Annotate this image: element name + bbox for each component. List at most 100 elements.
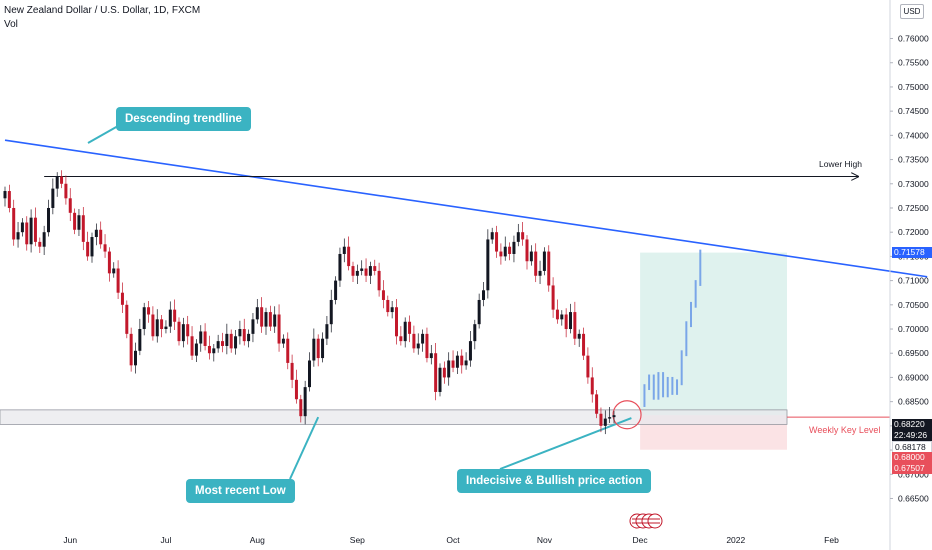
candle[interactable] xyxy=(125,300,129,339)
candle[interactable] xyxy=(416,333,420,355)
candle[interactable] xyxy=(103,234,107,258)
candle[interactable] xyxy=(134,342,137,374)
candle[interactable] xyxy=(16,222,20,248)
candle[interactable] xyxy=(151,306,155,341)
candle[interactable] xyxy=(399,326,403,346)
candle[interactable] xyxy=(569,303,572,334)
candle[interactable] xyxy=(325,315,329,345)
candle[interactable] xyxy=(521,222,525,246)
candle[interactable] xyxy=(303,380,307,425)
candle[interactable] xyxy=(242,318,246,346)
candle[interactable] xyxy=(473,319,477,350)
candle[interactable] xyxy=(421,329,425,352)
candle[interactable] xyxy=(486,229,490,299)
candle[interactable] xyxy=(603,410,607,435)
candle[interactable] xyxy=(490,227,494,244)
candle[interactable] xyxy=(386,295,390,317)
candle[interactable] xyxy=(573,301,577,345)
candle[interactable] xyxy=(338,247,342,287)
candle[interactable] xyxy=(477,293,481,329)
candle[interactable] xyxy=(107,247,111,282)
candle[interactable] xyxy=(599,407,603,433)
candle[interactable] xyxy=(377,262,381,297)
descending-trendline[interactable] xyxy=(4,139,928,278)
candle[interactable] xyxy=(516,223,520,247)
candle[interactable] xyxy=(464,352,468,370)
candle[interactable] xyxy=(294,369,298,404)
candle[interactable] xyxy=(273,306,277,333)
candle[interactable] xyxy=(364,258,368,283)
candle[interactable] xyxy=(329,289,333,333)
candle[interactable] xyxy=(468,330,472,367)
candle[interactable] xyxy=(212,344,216,362)
candle[interactable] xyxy=(90,232,94,263)
candle[interactable] xyxy=(564,308,568,338)
candle[interactable] xyxy=(194,339,198,362)
candle[interactable] xyxy=(381,280,385,309)
candle[interactable] xyxy=(94,223,98,246)
candle[interactable] xyxy=(81,207,85,251)
candle[interactable] xyxy=(33,207,37,247)
recent-low-callout[interactable]: Most recent Low xyxy=(186,479,295,503)
candle[interactable] xyxy=(577,329,581,347)
economic-events-icon[interactable] xyxy=(629,513,663,529)
candle[interactable] xyxy=(316,334,320,367)
candle[interactable] xyxy=(512,235,516,263)
candle[interactable] xyxy=(403,317,407,348)
candle[interactable] xyxy=(447,352,451,386)
candle[interactable] xyxy=(499,243,503,265)
candle[interactable] xyxy=(286,332,290,370)
candle[interactable] xyxy=(7,184,11,213)
candle[interactable] xyxy=(425,327,429,363)
candle[interactable] xyxy=(99,221,103,249)
candle[interactable] xyxy=(229,329,233,353)
candle[interactable] xyxy=(551,277,555,318)
candle[interactable] xyxy=(308,352,311,392)
candle[interactable] xyxy=(234,329,238,355)
candle[interactable] xyxy=(538,260,542,284)
candle[interactable] xyxy=(555,299,559,324)
candle[interactable] xyxy=(373,259,377,276)
candle[interactable] xyxy=(186,315,190,345)
candle[interactable] xyxy=(173,299,177,330)
candle[interactable] xyxy=(482,282,485,307)
candle[interactable] xyxy=(51,178,55,215)
candle[interactable] xyxy=(3,186,7,207)
indecision-circle[interactable] xyxy=(612,400,642,430)
candle[interactable] xyxy=(116,260,120,300)
candle[interactable] xyxy=(225,323,229,355)
candle[interactable] xyxy=(73,208,77,235)
candle[interactable] xyxy=(290,354,294,389)
candle[interactable] xyxy=(60,170,64,189)
candle[interactable] xyxy=(321,332,325,363)
candle[interactable] xyxy=(438,363,442,397)
candle[interactable] xyxy=(12,199,16,246)
candle[interactable] xyxy=(451,350,455,373)
candle[interactable] xyxy=(455,351,459,375)
candle[interactable] xyxy=(25,216,29,251)
candle[interactable] xyxy=(342,238,346,263)
candle[interactable] xyxy=(86,231,90,261)
candle[interactable] xyxy=(525,235,529,270)
candle[interactable] xyxy=(221,332,224,353)
candle[interactable] xyxy=(299,394,303,423)
candle[interactable] xyxy=(216,334,220,353)
candle[interactable] xyxy=(147,300,151,323)
candle[interactable] xyxy=(177,317,181,346)
candle[interactable] xyxy=(542,247,546,276)
candle[interactable] xyxy=(312,328,316,367)
candle[interactable] xyxy=(534,243,538,283)
candle[interactable] xyxy=(429,344,433,365)
candle[interactable] xyxy=(47,199,50,237)
candle[interactable] xyxy=(129,327,133,372)
candle[interactable] xyxy=(351,261,355,283)
candle[interactable] xyxy=(38,237,42,254)
candle[interactable] xyxy=(264,307,268,335)
candle[interactable] xyxy=(260,297,264,333)
candle[interactable] xyxy=(77,208,81,237)
candle[interactable] xyxy=(190,326,194,361)
candle[interactable] xyxy=(199,325,203,352)
candle[interactable] xyxy=(586,347,590,384)
candle[interactable] xyxy=(442,361,446,384)
